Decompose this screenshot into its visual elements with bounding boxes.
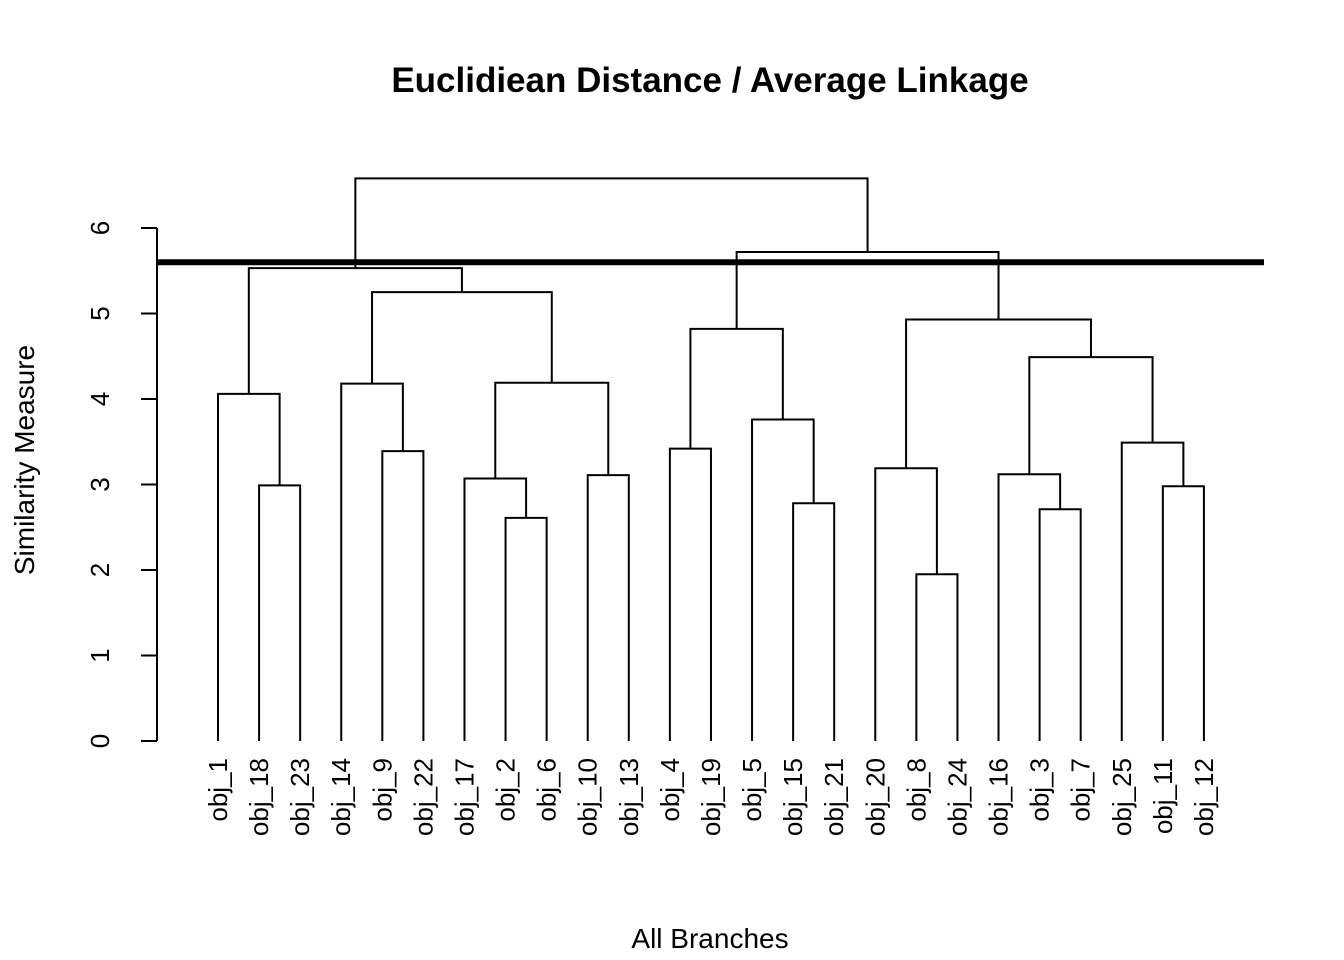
leaf-label: obj_15 xyxy=(778,758,808,836)
x-axis-title: All Branches xyxy=(631,923,788,954)
dendrogram-link xyxy=(751,418,815,741)
dendrogram-link xyxy=(494,381,610,479)
leaf-label: obj_1 xyxy=(203,758,233,822)
dendrogram-link xyxy=(1120,441,1185,741)
dendrogram-link xyxy=(792,502,836,741)
dendrogram-link xyxy=(354,177,869,269)
leaf-label: obj_17 xyxy=(449,758,479,836)
dendrogram-link xyxy=(586,474,630,741)
dendrogram-link xyxy=(1028,356,1154,475)
dendrogram-link xyxy=(1161,485,1205,741)
leaf-label: obj_16 xyxy=(984,758,1014,836)
dendrogram-link xyxy=(1038,508,1082,741)
y-tick-label: 1 xyxy=(85,648,115,662)
dendrogram-link xyxy=(371,291,553,384)
leaf-label: obj_3 xyxy=(1025,758,1055,822)
dendrogram-link xyxy=(258,484,302,741)
leaf-label: obj_22 xyxy=(408,758,438,836)
leaf-label: obj_14 xyxy=(326,758,356,836)
leaf-label: obj_19 xyxy=(696,758,726,836)
leaf-label: obj_12 xyxy=(1189,758,1219,836)
leaf-label: obj_2 xyxy=(491,758,521,822)
dendrogram-link xyxy=(874,467,938,741)
dendrogram-link xyxy=(340,382,404,741)
leaf-label: obj_18 xyxy=(244,758,274,836)
dendrogram-link xyxy=(689,327,784,449)
chart-title: Euclidiean Distance / Average Linkage xyxy=(391,61,1028,100)
y-tick-label: 0 xyxy=(85,734,115,748)
leaf-label: obj_4 xyxy=(655,758,685,822)
dendrogram-tree xyxy=(217,177,1205,741)
dendrogram-link xyxy=(997,473,1062,741)
leaf-label: obj_13 xyxy=(614,758,644,836)
dendrogram-link xyxy=(668,447,712,741)
dendrogram-link xyxy=(381,450,425,741)
leaf-label: obj_9 xyxy=(367,758,397,822)
dendrogram-link xyxy=(905,318,1092,469)
y-tick-label: 5 xyxy=(85,306,115,320)
y-tick-label: 2 xyxy=(85,563,115,577)
leaf-label: obj_20 xyxy=(860,758,890,836)
dendrogram-link xyxy=(504,516,548,741)
dendrogram-link xyxy=(915,573,959,741)
leaf-label: obj_24 xyxy=(942,758,972,836)
leaf-label: obj_5 xyxy=(737,758,767,822)
y-axis-title: Similarity Measure xyxy=(9,345,40,575)
y-tick-label: 3 xyxy=(85,477,115,491)
y-tick-label: 4 xyxy=(85,392,115,406)
leaf-label: obj_6 xyxy=(532,758,562,822)
leaf-label: obj_25 xyxy=(1107,758,1137,836)
y-tick-label: 6 xyxy=(85,221,115,235)
dendrogram-link xyxy=(247,267,463,394)
dendrogram-link xyxy=(217,392,281,741)
leaf-label: obj_23 xyxy=(285,758,315,836)
leaf-label: obj_10 xyxy=(573,758,603,836)
y-axis: 0 1 2 3 4 5 6 xyxy=(85,221,158,748)
leaf-label: obj_11 xyxy=(1148,758,1178,834)
leaf-labels: obj_1 obj_18 obj_23 obj_14 obj_9 obj_22 obj_17… xyxy=(203,758,1219,836)
leaf-label: obj_8 xyxy=(901,758,931,822)
leaf-label: obj_7 xyxy=(1066,758,1096,822)
leaf-label: obj_21 xyxy=(819,758,849,836)
